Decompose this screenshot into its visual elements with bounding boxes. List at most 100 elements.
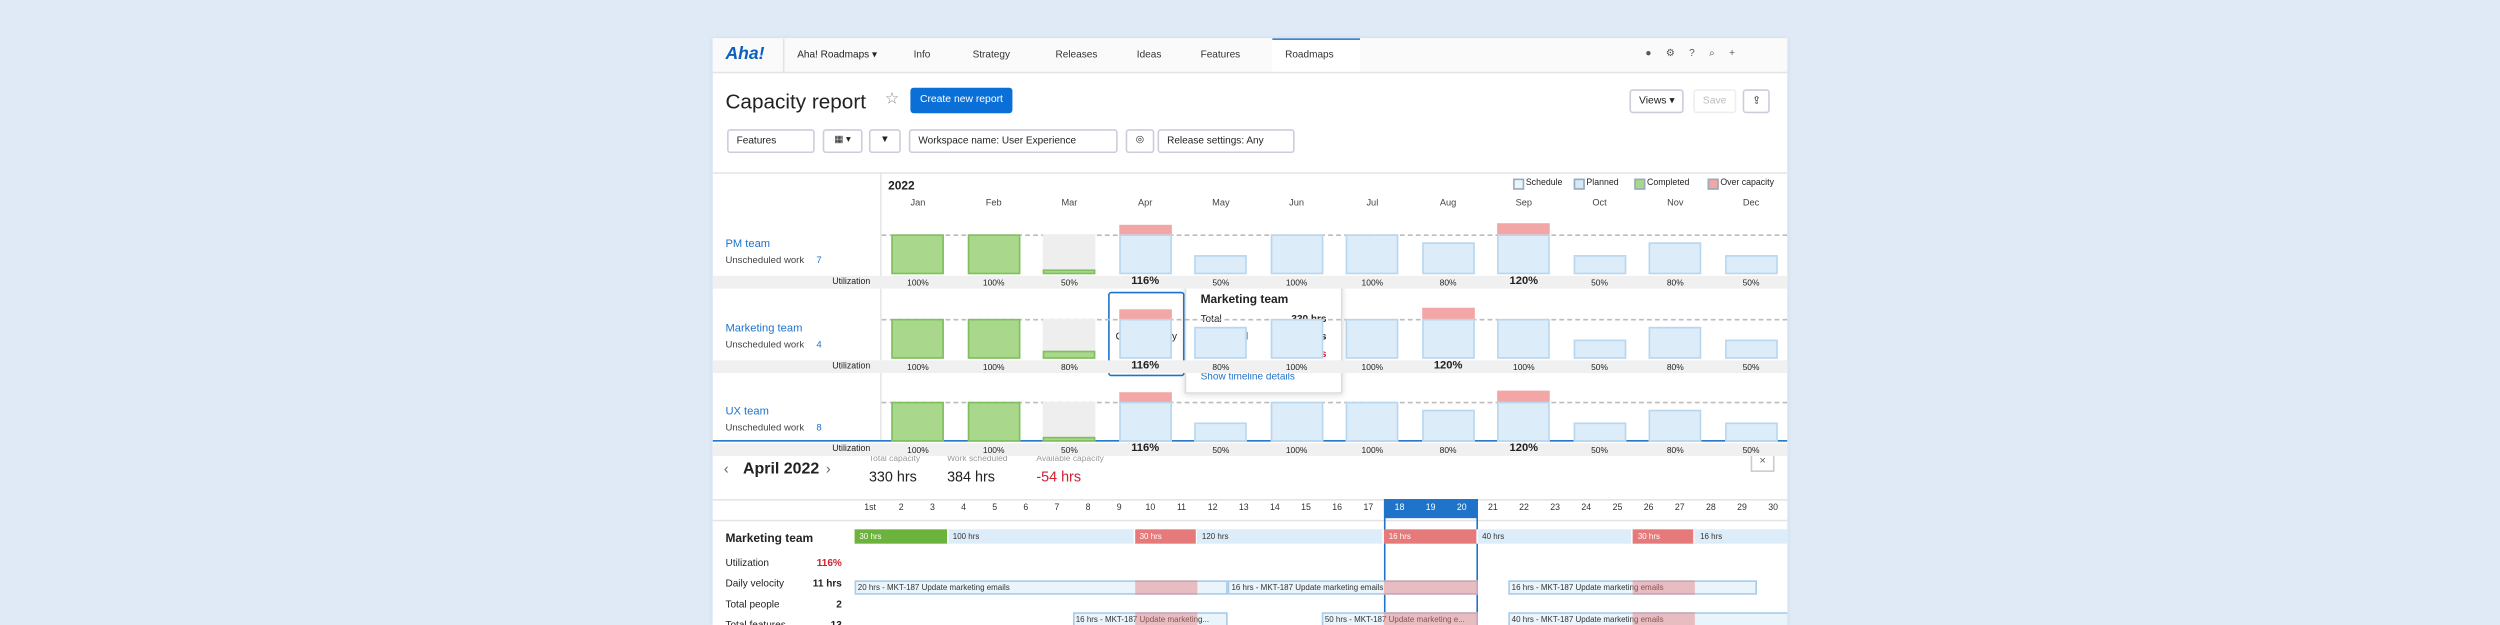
- work-bar[interactable]: [1508, 580, 1758, 595]
- over-overlay: [1383, 580, 1478, 595]
- target-icon[interactable]: ◎: [1125, 129, 1155, 154]
- utilization-bar: [1421, 242, 1475, 275]
- views-button[interactable]: Views ▾: [1629, 89, 1685, 114]
- utilization-value: 80%: [1212, 362, 1230, 373]
- day-label: 18: [1394, 503, 1405, 514]
- unscheduled-label: Unscheduled work: [725, 424, 805, 434]
- views-label: Views: [1639, 95, 1667, 107]
- product-switcher[interactable]: Aha! Roadmaps ▾: [797, 49, 878, 61]
- work-bar[interactable]: [1228, 580, 1478, 595]
- utilization-bar: [1724, 421, 1778, 442]
- utilization-bar: [1270, 234, 1323, 275]
- nav-item[interactable]: Releases: [1055, 49, 1098, 61]
- utilization-bar: [967, 234, 1021, 275]
- nav-item[interactable]: Roadmaps: [1285, 49, 1334, 61]
- logo[interactable]: Aha!: [725, 44, 765, 64]
- capacity-segment: [1477, 529, 1634, 544]
- day-label: 3: [929, 503, 935, 514]
- day-label: 25: [1612, 503, 1623, 514]
- star-icon[interactable]: ☆: [884, 90, 900, 109]
- unscheduled-count[interactable]: 8: [816, 424, 822, 434]
- filter-icon[interactable]: ▼: [868, 129, 901, 154]
- capacity-label: 40 hrs: [1482, 532, 1505, 543]
- unscheduled-label: Unscheduled work: [725, 256, 805, 267]
- utilization-value: 116%: [1131, 443, 1160, 455]
- filter[interactable]: Features: [727, 129, 815, 154]
- utilization-value: 100%: [982, 362, 1005, 373]
- unscheduled-label: Unscheduled work: [725, 341, 805, 351]
- utilization-value: 80%: [1060, 362, 1078, 373]
- utilization-bar: [1724, 338, 1778, 359]
- work-bar[interactable]: [854, 580, 1229, 595]
- stat-value: 330 hrs: [868, 468, 917, 485]
- navbar: [712, 38, 1788, 74]
- separator: [712, 172, 1788, 174]
- product-name: Aha! Roadmaps: [797, 49, 870, 61]
- app-window: Aha! Aha! Roadmaps ▾ ●⚙?⌕+ Capacity repo…: [712, 38, 1788, 625]
- capacity-segment: [947, 529, 1135, 544]
- month-label: Feb: [985, 199, 1002, 209]
- utilization-bar: [1573, 338, 1626, 359]
- nav-icons[interactable]: ●⚙?⌕+: [1645, 47, 1750, 59]
- day-label: 1st: [864, 503, 876, 514]
- utilization-bar: [891, 234, 945, 275]
- popup-title: Marketing team: [1200, 291, 1289, 307]
- stat-label: Work scheduled: [947, 454, 1008, 464]
- over-capacity-bar: [1118, 224, 1172, 235]
- utilization-value: 120%: [1509, 443, 1539, 455]
- selected-header: [1383, 499, 1478, 519]
- utilization-value: 100%: [1361, 362, 1384, 373]
- utilization-value: 50%: [1591, 278, 1609, 288]
- capacity-label: 16 hrs: [1700, 532, 1723, 543]
- month-label: Sep: [1515, 199, 1533, 209]
- capacity-label: 16 hrs: [1388, 532, 1411, 543]
- nav-item[interactable]: Strategy: [972, 49, 1010, 61]
- filter[interactable]: Workspace name: User Experience: [908, 129, 1118, 154]
- work-bar[interactable]: [1072, 612, 1229, 625]
- utilization-strip: [712, 443, 1788, 456]
- work-label: 20 hrs - MKT-187 Update marketing emails: [857, 583, 1010, 594]
- team-name[interactable]: Marketing team: [725, 323, 803, 335]
- legend-label: Planned: [1586, 177, 1619, 188]
- work-bar[interactable]: [1508, 612, 1788, 625]
- team-name[interactable]: PM team: [725, 239, 771, 251]
- stat-label: Total capacity: [868, 454, 921, 464]
- create-report-button[interactable]: Create new report: [910, 87, 1013, 114]
- schedule-bar: [1043, 234, 1096, 275]
- next-month[interactable]: ›: [825, 460, 831, 477]
- calendar-filter[interactable]: ▦ ▾: [822, 129, 863, 154]
- day-label: 28: [1705, 503, 1716, 514]
- work-label: 16 hrs - MKT-187 Update marketing emails: [1511, 583, 1664, 594]
- utilization-value: 80%: [1439, 278, 1457, 288]
- stat-value: -54 hrs: [1036, 468, 1082, 485]
- nav-item[interactable]: Ideas: [1136, 49, 1162, 61]
- nav-item[interactable]: Features: [1200, 49, 1241, 61]
- legend-label: Over capacity: [1720, 177, 1774, 188]
- month-label: Jun: [1289, 199, 1305, 209]
- unscheduled-count[interactable]: 4: [816, 341, 822, 351]
- month-label: Mar: [1061, 199, 1078, 209]
- save-button[interactable]: Save: [1693, 89, 1737, 114]
- utilization-value: 100%: [1285, 278, 1308, 288]
- capacity-segment: [1695, 529, 1788, 544]
- work-bar[interactable]: [1321, 612, 1478, 625]
- nav-item[interactable]: Info: [913, 49, 931, 61]
- over-capacity-bar: [1118, 392, 1172, 402]
- share-button[interactable]: ⇪: [1742, 89, 1771, 114]
- team-name[interactable]: UX team: [725, 406, 769, 418]
- unscheduled-count[interactable]: 7: [816, 256, 822, 267]
- utilization-strip: [712, 275, 1788, 289]
- day-label: 17: [1363, 503, 1374, 514]
- month-label: Aug: [1439, 199, 1457, 209]
- utilization-bar: [1118, 401, 1172, 442]
- metric-label: Utilization: [725, 558, 769, 570]
- day-label: 5: [992, 503, 998, 514]
- timeline-link[interactable]: Show timeline details: [1200, 371, 1295, 383]
- capacity-segment: [1134, 529, 1198, 544]
- legend-swatch: [1634, 178, 1646, 190]
- prev-month[interactable]: ‹: [723, 460, 729, 477]
- day-label: 6: [1023, 503, 1029, 514]
- utilization-value: 100%: [1361, 278, 1384, 288]
- filter[interactable]: Release settings: Any: [1157, 129, 1295, 154]
